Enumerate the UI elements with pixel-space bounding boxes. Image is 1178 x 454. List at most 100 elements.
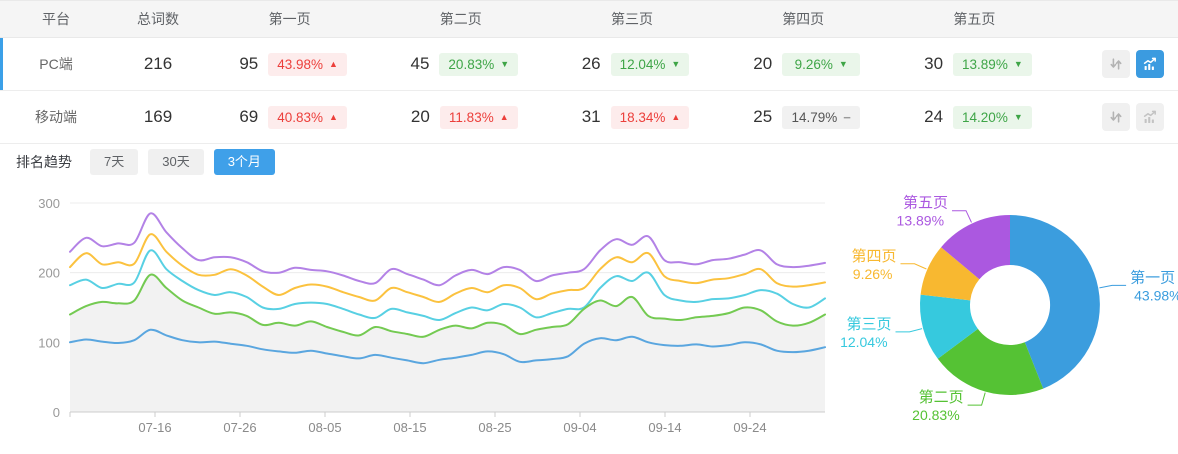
row-actions [1060,103,1178,131]
trend-down-icon: ▼ [500,58,510,69]
trend-line-第一页 [69,328,826,365]
bar-chart-trend-icon [1143,110,1156,123]
page-3-cell: 31 18.34% ▲ [546,105,717,129]
trend-line-第二页 [69,273,826,338]
pie-label-line-第一页 [1099,284,1127,289]
pie-label-name-第一页: 第一页 [1130,268,1175,286]
sort-toggle-button[interactable] [1101,50,1130,78]
pie-slice-第二页 [937,328,1044,395]
trend-flat-icon: − [843,109,851,125]
trend-section-header: 排名趋势 7天 30天 3个月 [0,144,1178,180]
page-4-change-pct: 14.79% [791,109,838,125]
pie-label-pct-第三页: 12.04% [840,334,887,350]
page-3-count: 31 [581,107,601,126]
pie-label-name-第三页: 第三页 [847,315,892,333]
chart-toggle-button[interactable] [1135,50,1164,78]
sort-toggle-button[interactable] [1101,103,1130,131]
pie-label-line-第三页 [895,328,923,333]
trend-up-icon: ▲ [671,111,681,122]
y-axis-label: 300 [38,196,60,211]
pie-label-line-第四页 [900,263,927,270]
trend-line-第五页 [69,212,826,287]
page-2-cell: 20 11.83% ▲ [375,105,546,129]
page-5-change-pct: 13.89% [962,56,1008,72]
down-up-arrows-icon [1110,58,1122,70]
page-1-change-pct: 40.83% [277,109,324,125]
page-2-change-pct: 20.83% [448,56,495,72]
chart-toggle-button[interactable] [1135,103,1164,131]
pie-label-pct-第五页: 13.89% [897,213,944,229]
page-2-change-badge: 20.83% ▼ [439,52,519,76]
trend-down-icon: ▼ [838,58,848,69]
x-axis-label: 07-16 [138,420,171,435]
page-5-change-badge: 14.20% ▼ [953,105,1032,129]
page-1-cell: 69 40.83% ▲ [204,105,375,129]
page-2-change-pct: 11.83% [448,109,494,125]
page-2-count: 20 [410,107,430,126]
x-axis-label: 09-04 [563,420,596,435]
page-1-change-badge: 40.83% ▲ [268,105,347,129]
trend-down-icon: ▼ [1013,58,1023,69]
page-1-count: 95 [239,54,259,73]
pie-label-name-第二页: 第二页 [919,388,964,406]
header-page-4: 第四页 [782,11,825,27]
y-axis-label: 0 [53,405,60,420]
page-4-cell: 20 9.26% ▼ [718,52,889,76]
pie-label-name-第四页: 第四页 [851,247,896,265]
page-5-cell: 30 13.89% ▼ [889,52,1060,76]
table-row-mobile[interactable]: 移动端 169 69 40.83% ▲ 20 11.83% ▲ 31 18.34% ▲… [0,91,1178,144]
header-page-3: 第三页 [610,11,653,27]
header-platform: 平台 [42,11,70,27]
page-5-count: 24 [924,107,944,126]
page-4-cell: 25 14.79% − [718,105,889,129]
y-axis-label: 200 [38,266,60,281]
pie-label-line-第五页 [952,210,972,223]
tab-7-days[interactable]: 7天 [90,149,139,175]
trend-up-icon: ▲ [329,111,338,122]
x-axis-label: 08-15 [393,420,426,435]
trend-up-icon: ▲ [329,58,338,69]
page-1-change-badge: 43.98% ▲ [268,52,347,76]
page-4-change-badge: 14.79% − [782,105,861,129]
x-axis-label: 08-05 [308,420,341,435]
page-4-count: 25 [753,107,773,126]
page-3-change-badge: 12.04% ▼ [610,52,690,76]
page-1-cell: 95 43.98% ▲ [204,52,375,76]
total-words: 169 [143,107,173,126]
tab-3-months[interactable]: 3个月 [213,149,275,175]
row-actions [1060,50,1178,78]
trend-line-第四页 [69,233,826,303]
page-1-change-pct: 43.98% [277,56,324,72]
keyword-rank-table: 平台 总词数 第一页 第二页 第三页 第四页 第五页 PC端 216 95 43… [0,0,1178,144]
trend-section-title: 排名趋势 [16,154,72,170]
x-axis-label: 09-24 [733,420,766,435]
page-5-cell: 24 14.20% ▼ [889,105,1060,129]
pie-slice-第一页 [1010,215,1100,389]
page-3-change-badge: 18.34% ▲ [610,105,690,129]
page-3-change-pct: 12.04% [619,56,666,72]
page-4-count: 20 [753,54,773,73]
pie-slice-第四页 [920,247,980,301]
page-3-cell: 26 12.04% ▼ [546,52,717,76]
trend-up-icon: ▲ [499,111,509,122]
platform-name: PC端 [39,56,73,72]
pie-label-pct-第二页: 20.83% [912,407,959,423]
table-row-pc[interactable]: PC端 216 95 43.98% ▲ 45 20.83% ▼ 26 12.04% ▼… [0,38,1178,91]
page-2-count: 45 [410,54,430,73]
table-header-row: 平台 总词数 第一页 第二页 第三页 第四页 第五页 [0,0,1178,38]
page-2-cell: 45 20.83% ▼ [375,52,546,76]
pie-label-name-第五页: 第五页 [903,194,948,212]
trend-down-icon: ▼ [1013,111,1023,122]
pie-label-line-第二页 [967,392,986,406]
header-page-1: 第一页 [268,11,311,27]
x-axis-label: 07-26 [223,420,256,435]
x-axis-label: 09-14 [648,420,681,435]
trend-down-icon: ▼ [671,58,681,69]
page-5-change-pct: 14.20% [962,109,1008,125]
pie-label-pct-第一页: 43.98% [1134,287,1178,303]
trend-line-第三页 [69,249,826,322]
tab-30-days[interactable]: 30天 [148,149,204,175]
pie-label-pct-第四页: 9.26% [853,266,893,282]
area-fill-第二页 [70,274,825,412]
